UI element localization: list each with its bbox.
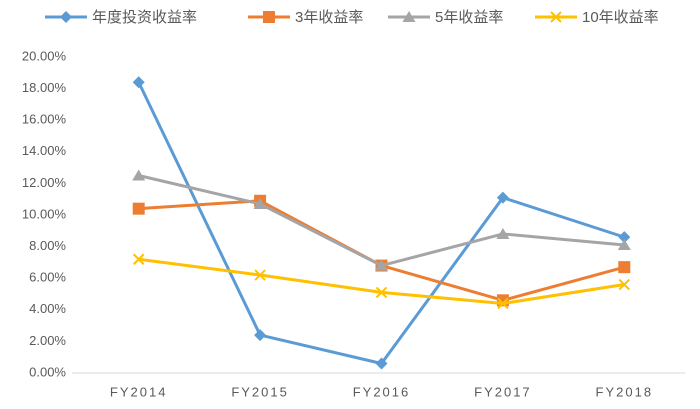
legend-label: 年度投资收益率	[92, 9, 197, 26]
x-tick-label: FY2014	[110, 384, 168, 399]
legend-label: 10年收益率	[582, 9, 659, 26]
y-tick-label: 16.00%	[22, 112, 67, 127]
point	[375, 259, 388, 271]
point	[497, 297, 509, 310]
legend-marker	[60, 11, 72, 23]
series-line	[138, 174, 625, 268]
y-tick-label: 12.00%	[22, 175, 67, 190]
point	[496, 227, 510, 239]
point	[375, 357, 388, 370]
x-tick-label: FY2015	[231, 384, 289, 399]
legend-marker	[550, 11, 562, 23]
x-tick-label: FY2016	[353, 384, 411, 399]
point	[496, 191, 509, 204]
point	[132, 76, 145, 89]
point	[254, 269, 266, 281]
y-tick-label: 14.00%	[22, 143, 67, 158]
y-tick-label: 10.00%	[22, 206, 67, 221]
legend-marker	[402, 11, 416, 22]
point	[132, 202, 145, 215]
series-line	[137, 81, 625, 366]
point	[375, 286, 388, 299]
point	[617, 239, 631, 251]
x-tick-label: FY2018	[596, 384, 654, 399]
point	[618, 231, 631, 244]
point	[618, 261, 631, 274]
point	[253, 197, 267, 209]
y-tick-label: 0.00%	[29, 364, 66, 379]
x-tick-label: FY2017	[474, 384, 532, 399]
y-tick-label: 18.00%	[22, 80, 67, 95]
point	[132, 169, 146, 181]
series-line	[138, 199, 625, 302]
legend-label: 5年收益率	[435, 9, 503, 26]
point	[618, 278, 631, 291]
y-tick-label: 8.00%	[29, 238, 66, 253]
y-tick-label: 2.00%	[29, 333, 66, 348]
y-tick-label: 6.00%	[29, 270, 66, 285]
point	[132, 253, 145, 265]
legend-marker	[263, 11, 275, 23]
y-tick-label: 4.00%	[29, 301, 66, 316]
y-tick-label: 20.00%	[22, 48, 67, 63]
point	[254, 329, 267, 342]
legend-label: 3年收益率	[295, 9, 363, 26]
